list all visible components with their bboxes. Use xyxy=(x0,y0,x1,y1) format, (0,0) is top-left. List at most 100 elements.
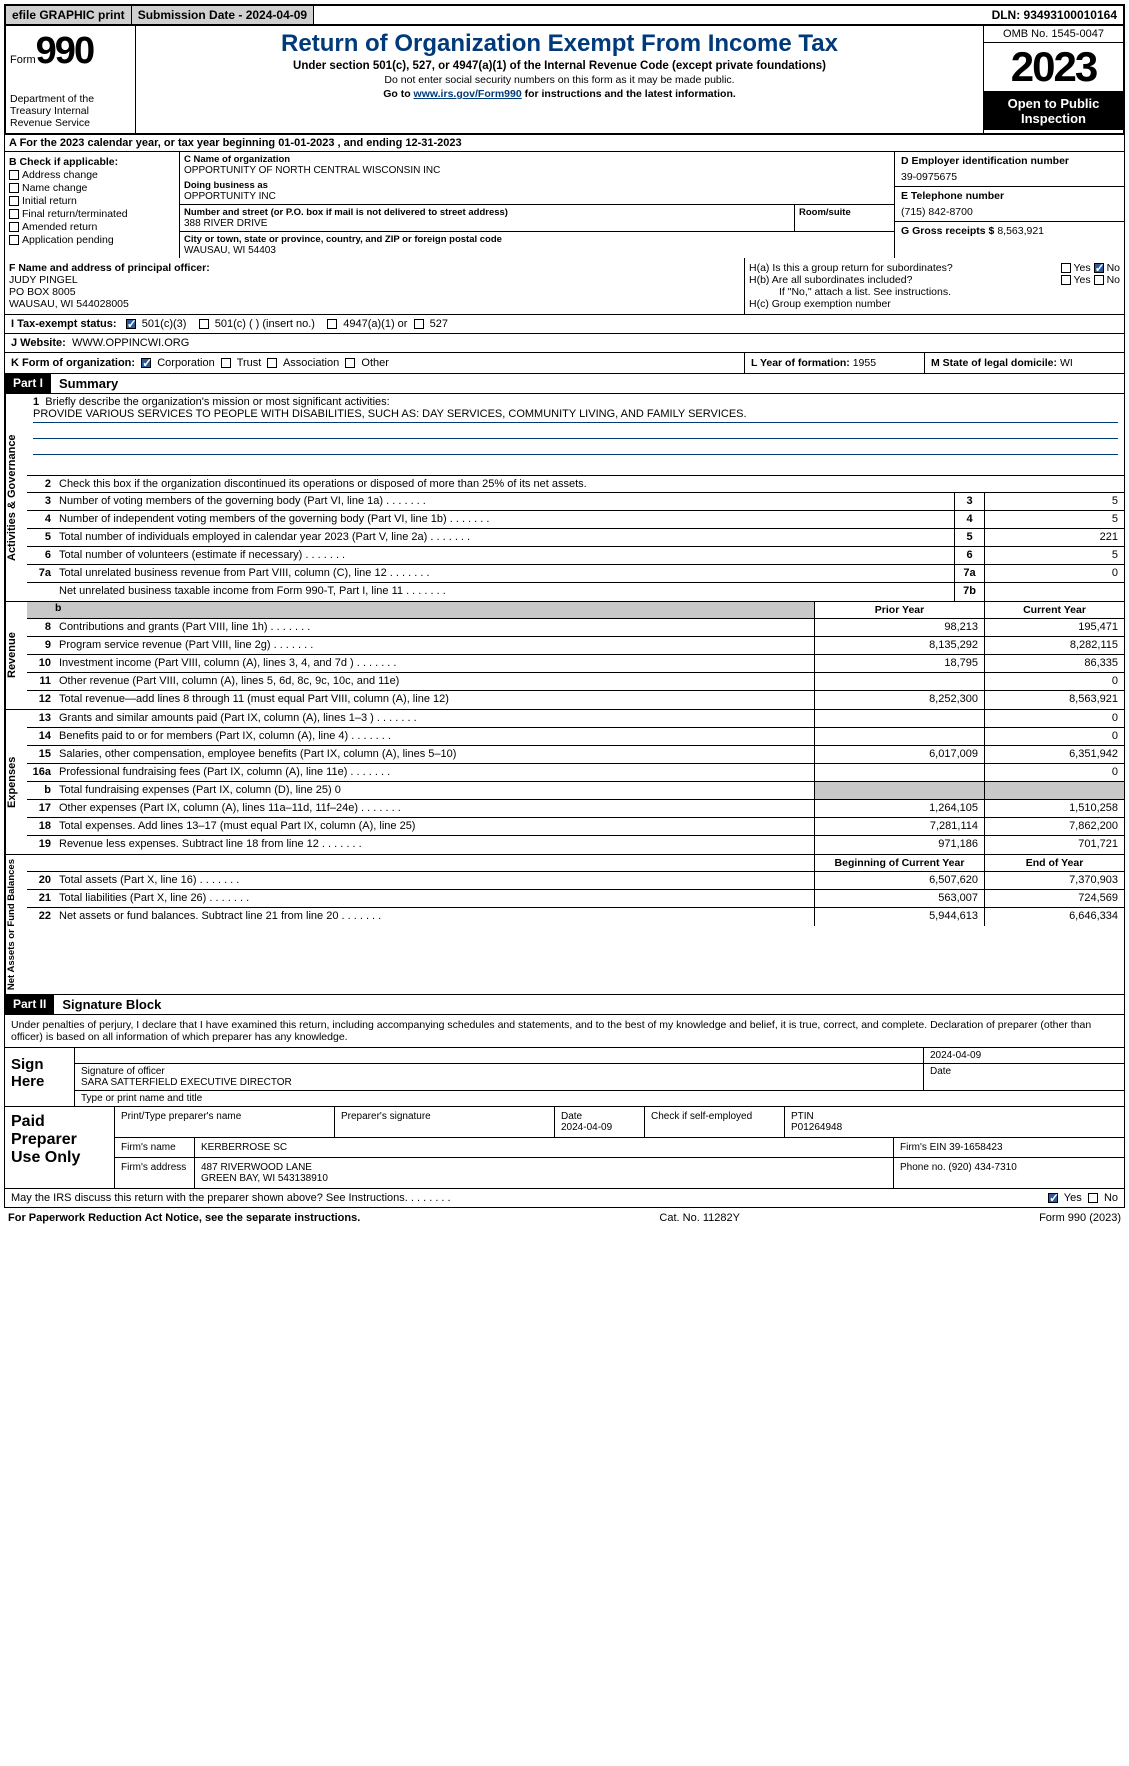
dba: OPPORTUNITY INC xyxy=(184,191,890,202)
l18: Total expenses. Add lines 13–17 (must eq… xyxy=(55,818,814,835)
l17p: 1,264,105 xyxy=(814,800,984,817)
phone-lbl: Phone no. xyxy=(900,1162,946,1173)
efile-button[interactable]: efile GRAPHIC print xyxy=(6,6,132,24)
row-k: K Form of organization: Corporation Trus… xyxy=(4,353,1125,374)
dln: DLN: 93493100010164 xyxy=(986,6,1123,24)
officer-addr2: WAUSAU, WI 544028005 xyxy=(9,298,740,310)
l16ap xyxy=(814,764,984,781)
l17c: 1,510,258 xyxy=(984,800,1124,817)
ha-no[interactable] xyxy=(1094,263,1104,273)
prep-name-lbl: Print/Type preparer's name xyxy=(115,1107,335,1137)
exp-tab: Expenses xyxy=(5,710,27,854)
l13c: 0 xyxy=(984,710,1124,727)
l8: Contributions and grants (Part VIII, lin… xyxy=(55,619,814,636)
chk-init[interactable] xyxy=(9,196,19,206)
part2-badge: Part II xyxy=(5,995,54,1014)
chk-corp[interactable] xyxy=(141,358,151,368)
chk-trust[interactable] xyxy=(221,358,231,368)
l1-lbl: Briefly describe the organization's miss… xyxy=(45,396,389,408)
l7a: Total unrelated business revenue from Pa… xyxy=(55,565,954,582)
org-name: OPPORTUNITY OF NORTH CENTRAL WISCONSIN I… xyxy=(184,165,890,176)
l4v: 5 xyxy=(984,511,1124,528)
street-lbl: Number and street (or P.O. box if mail i… xyxy=(184,207,790,218)
form-number: 990 xyxy=(36,30,93,72)
chk-addr[interactable] xyxy=(9,170,19,180)
cat-no: Cat. No. 11282Y xyxy=(360,1212,1039,1224)
row-fgh: F Name and address of principal officer:… xyxy=(4,258,1125,315)
tax-year: 2023 xyxy=(984,43,1123,92)
chk-527[interactable] xyxy=(414,319,424,329)
firm-ein: 39-1658423 xyxy=(949,1142,1002,1153)
submission-date: Submission Date - 2024-04-09 xyxy=(132,6,314,24)
firm-addr-lbl: Firm's address xyxy=(115,1158,195,1188)
netassets-section: Net Assets or Fund Balances Beginning of… xyxy=(4,855,1125,995)
ein: 39-0975675 xyxy=(901,171,1118,183)
chk-501c[interactable] xyxy=(199,319,209,329)
discuss-yes[interactable] xyxy=(1048,1193,1058,1203)
l14p xyxy=(814,728,984,745)
ha-yes[interactable] xyxy=(1061,263,1071,273)
form-ref: Form 990 (2023) xyxy=(1039,1212,1121,1224)
l16ac: 0 xyxy=(984,764,1124,781)
l11p xyxy=(814,673,984,690)
chk-final[interactable] xyxy=(9,209,19,219)
lbl-app: Application pending xyxy=(22,234,114,246)
chk-other[interactable] xyxy=(345,358,355,368)
l9: Program service revenue (Part VIII, line… xyxy=(55,637,814,654)
self-lbl: Check if self-employed xyxy=(651,1111,752,1122)
chk-4947[interactable] xyxy=(327,319,337,329)
sign-here-lbl: Sign Here xyxy=(5,1048,75,1106)
state-domicile: WI xyxy=(1060,357,1073,369)
discuss-no[interactable] xyxy=(1088,1193,1098,1203)
l3v: 5 xyxy=(984,493,1124,510)
hb-no[interactable] xyxy=(1094,275,1104,285)
form-prefix: Form xyxy=(10,54,36,66)
chk-amend[interactable] xyxy=(9,222,19,232)
city-lbl: City or town, state or province, country… xyxy=(184,234,890,245)
chk-501c3[interactable] xyxy=(126,319,136,329)
l7bv xyxy=(984,583,1124,601)
l20: Total assets (Part X, line 16) xyxy=(55,872,814,889)
irs-link[interactable]: www.irs.gov/Form990 xyxy=(414,88,522,100)
hb-note: If "No," attach a list. See instructions… xyxy=(749,286,1120,298)
chk-name[interactable] xyxy=(9,183,19,193)
part1-header: Part I Summary xyxy=(4,374,1125,394)
row-i: I Tax-exempt status: 501(c)(3) 501(c) ( … xyxy=(4,315,1125,334)
officer-addr1: PO BOX 8005 xyxy=(9,286,740,298)
net-tab: Net Assets or Fund Balances xyxy=(5,855,27,994)
room-lbl: Room/suite xyxy=(799,207,890,218)
l11: Other revenue (Part VIII, column (A), li… xyxy=(55,673,814,690)
hb-yes[interactable] xyxy=(1061,275,1071,285)
l18p: 7,281,114 xyxy=(814,818,984,835)
hb-q: H(b) Are all subordinates included? xyxy=(749,274,1061,286)
tel: (715) 842-8700 xyxy=(901,206,1118,218)
l21b: 563,007 xyxy=(814,890,984,907)
l14: Benefits paid to or for members (Part IX… xyxy=(55,728,814,745)
k-lbl: K Form of organization: xyxy=(11,357,135,369)
l12c: 8,563,921 xyxy=(984,691,1124,709)
l20b: 6,507,620 xyxy=(814,872,984,889)
l7av: 0 xyxy=(984,565,1124,582)
l21: Total liabilities (Part X, line 26) xyxy=(55,890,814,907)
l13p xyxy=(814,710,984,727)
l21e: 724,569 xyxy=(984,890,1124,907)
chk-app[interactable] xyxy=(9,235,19,245)
l10p: 18,795 xyxy=(814,655,984,672)
l10: Investment income (Part VIII, column (A)… xyxy=(55,655,814,672)
curr-hdr: Current Year xyxy=(984,602,1124,618)
paid-prep-lbl: Paid Preparer Use Only xyxy=(5,1107,115,1188)
perjury-text: Under penalties of perjury, I declare th… xyxy=(5,1015,1124,1048)
page-footer: For Paperwork Reduction Act Notice, see … xyxy=(4,1210,1125,1226)
firm-ein-lbl: Firm's EIN xyxy=(900,1142,946,1153)
ein-lbl: D Employer identification number xyxy=(901,155,1118,167)
part1-badge: Part I xyxy=(5,374,51,393)
l4: Number of independent voting members of … xyxy=(55,511,954,528)
lbl-init: Initial return xyxy=(22,195,77,207)
governance-section: Activities & Governance 1 Briefly descri… xyxy=(4,394,1125,602)
chk-assoc[interactable] xyxy=(267,358,277,368)
m-lbl: M State of legal domicile: xyxy=(931,357,1057,369)
gross-lbl: G Gross receipts $ xyxy=(901,225,994,237)
end-hdr: End of Year xyxy=(984,855,1124,871)
l15: Salaries, other compensation, employee b… xyxy=(55,746,814,763)
l22e: 6,646,334 xyxy=(984,908,1124,926)
